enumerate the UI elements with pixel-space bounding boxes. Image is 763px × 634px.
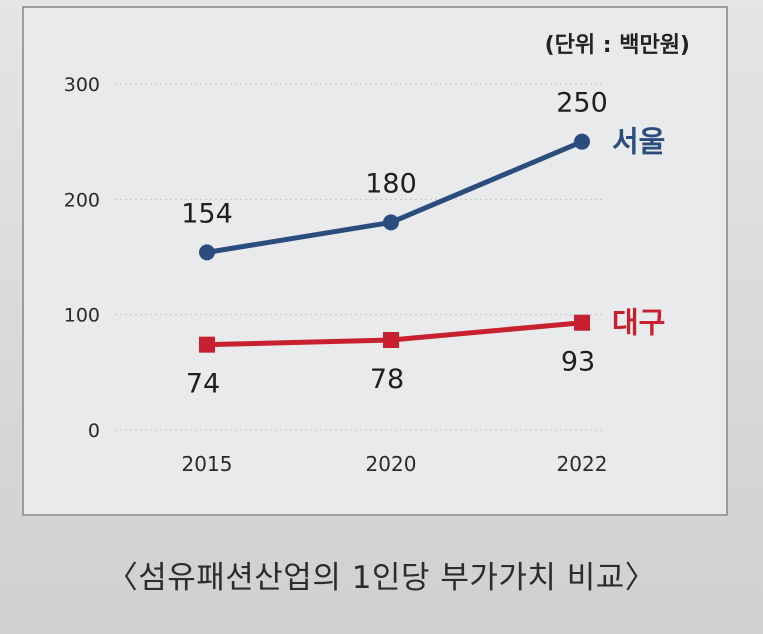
series-daegu: 74 78 93 대구 — [186, 306, 666, 400]
y-tick-label: 0 — [88, 420, 100, 442]
data-label: 78 — [370, 364, 404, 395]
data-point — [574, 133, 590, 150]
data-point — [383, 332, 399, 349]
x-tick-label: 2022 — [557, 452, 608, 476]
x-axis-ticks: 2015 2020 2022 — [182, 452, 608, 476]
data-label: 74 — [186, 369, 220, 400]
series-name-label: 대구 — [612, 306, 665, 340]
data-label: 250 — [556, 88, 608, 119]
grid-layer — [115, 83, 605, 431]
y-axis-ticks: 0 100 200 300 — [64, 74, 100, 442]
x-tick-label: 2020 — [366, 452, 417, 476]
data-point — [199, 336, 215, 353]
data-point — [199, 244, 215, 261]
data-point — [383, 214, 399, 231]
y-tick-label: 200 — [64, 189, 100, 211]
data-point — [574, 314, 590, 331]
unit-label: (단위 : 백만원) — [545, 33, 690, 58]
x-tick-label: 2015 — [182, 452, 233, 476]
y-tick-label: 300 — [64, 74, 100, 96]
y-tick-label: 100 — [64, 305, 100, 327]
data-label: 180 — [365, 168, 417, 199]
series-name-label: 서울 — [612, 125, 665, 159]
data-label: 154 — [181, 198, 233, 229]
data-label: 93 — [561, 347, 595, 378]
chart-caption: 〈섬유패션산업의 1인당 부가가치 비교〉 — [106, 560, 657, 596]
chart-panel — [22, 6, 728, 516]
